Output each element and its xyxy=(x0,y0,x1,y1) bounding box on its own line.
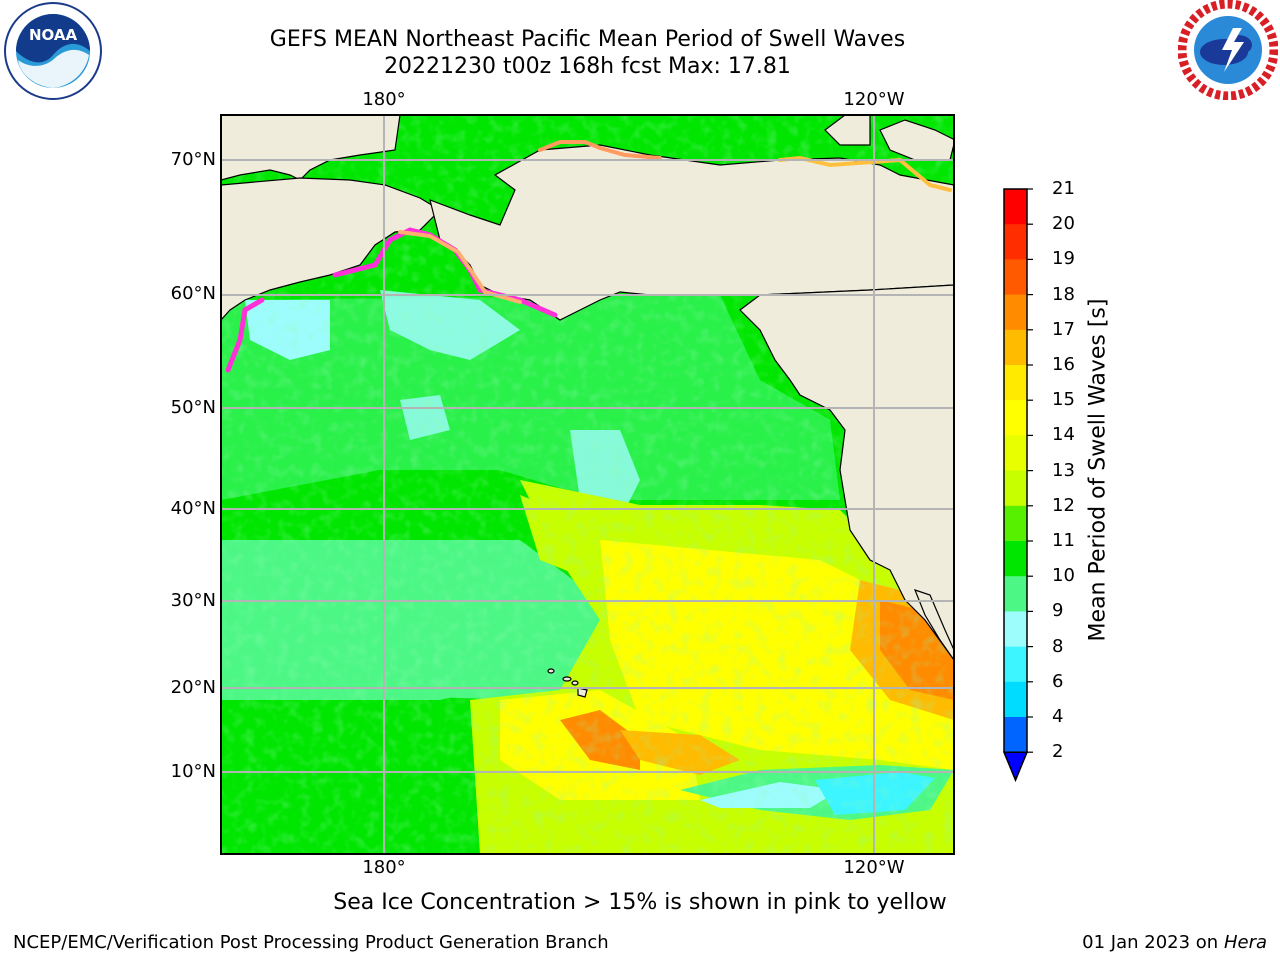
colorbar-tick-label: 12 xyxy=(1052,494,1075,516)
lon-label-top-120w: 120°W xyxy=(843,89,905,110)
lat-label-50n: 50°N xyxy=(170,397,216,418)
colorbar-swatch xyxy=(1004,365,1027,401)
noaa-logo-text: NOAA xyxy=(29,26,78,44)
lon-label-top-180: 180° xyxy=(362,89,406,110)
lat-label-40n: 40°N xyxy=(170,498,216,519)
map-frame xyxy=(220,114,955,855)
colorbar-swatch xyxy=(1004,717,1027,753)
colorbar-tick-label: 18 xyxy=(1052,283,1075,305)
colorbar-tick-label: 2 xyxy=(1052,741,1064,763)
colorbar-swatch xyxy=(1004,400,1027,436)
colorbar xyxy=(1002,188,1033,783)
colorbar-swatch xyxy=(1004,470,1027,507)
lon-label-bottom-120w: 120°W xyxy=(843,857,905,878)
colorbar-swatch xyxy=(1004,611,1027,648)
colorbar-swatch xyxy=(1004,541,1027,577)
lat-label-70n: 70°N xyxy=(170,149,216,170)
colorbar-swatch xyxy=(1004,329,1027,366)
colorbar-swatch xyxy=(1004,646,1027,683)
footer-date: 01 Jan 2023 on Hera xyxy=(1082,932,1267,953)
land-masses xyxy=(221,115,954,698)
graticule xyxy=(221,115,954,854)
colorbar-tick-label: 10 xyxy=(1052,565,1075,587)
colorbar-tick-label: 20 xyxy=(1052,213,1075,235)
colorbar-tick-label: 21 xyxy=(1052,178,1075,199)
colorbar-tick-label: 4 xyxy=(1052,706,1064,727)
colorbar-swatch xyxy=(1004,189,1027,225)
map-subtitle: 20221230 t00z 168h fcst Max: 17.81 xyxy=(384,54,791,79)
colorbar-swatch xyxy=(1004,259,1027,296)
lon-label-bottom-180: 180° xyxy=(362,857,406,878)
lat-label-30n: 30°N xyxy=(170,590,216,611)
colorbar-tick-label: 11 xyxy=(1052,530,1075,551)
colorbar-swatch xyxy=(1004,294,1027,331)
colorbar-tick-label: 19 xyxy=(1052,248,1075,270)
colorbar-extend-arrow xyxy=(1002,751,1029,783)
lat-label-60n: 60°N xyxy=(170,283,216,304)
colorbar-tick-label: 9 xyxy=(1052,600,1064,622)
colorbar-swatch xyxy=(1004,224,1027,260)
colorbar-tick-label: 14 xyxy=(1052,424,1075,446)
footer-date-text: 01 Jan 2023 on xyxy=(1082,932,1224,953)
footer-host: Hera xyxy=(1223,932,1267,953)
colorbar-swatch xyxy=(1004,435,1027,472)
lat-label-20n: 20°N xyxy=(170,677,216,698)
colorbar-tick-label: 15 xyxy=(1052,389,1075,411)
map-title: GEFS MEAN Northeast Pacific Mean Period … xyxy=(269,27,906,52)
lat-label-10n: 10°N xyxy=(170,761,216,782)
colorbar-tick-label: 8 xyxy=(1052,635,1064,657)
colorbar-label: Mean Period of Swell Waves [s] xyxy=(1085,298,1111,642)
colorbar-tick-label: 6 xyxy=(1052,670,1064,692)
swell-period-map xyxy=(220,114,955,855)
colorbar-tick-label: 17 xyxy=(1052,318,1075,340)
footer-credit: NCEP/EMC/Verification Post Processing Pr… xyxy=(13,932,609,953)
sea-ice-note: Sea Ice Concentration > 15% is shown in … xyxy=(333,890,947,915)
colorbar-tick-label: 16 xyxy=(1052,354,1075,375)
colorbar-tick-label: 13 xyxy=(1052,459,1075,481)
colorbar-swatch xyxy=(1004,505,1027,542)
nws-logo-icon xyxy=(1178,0,1278,100)
colorbar-swatch xyxy=(1004,576,1027,612)
noaa-logo-icon: NOAA xyxy=(4,2,102,100)
colorbar-swatch xyxy=(1004,681,1027,718)
